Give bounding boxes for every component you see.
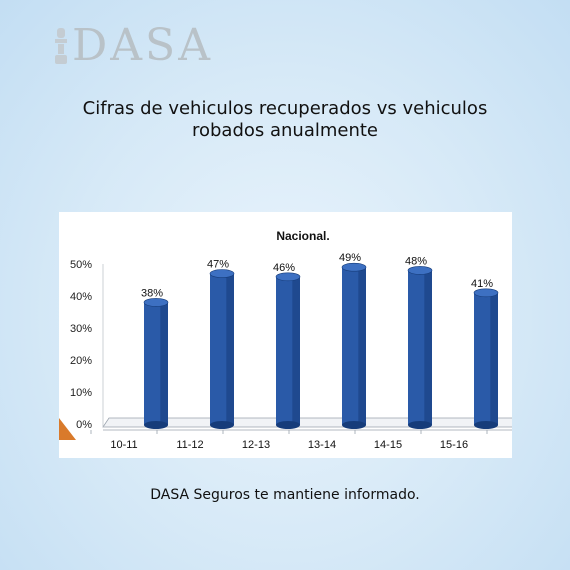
- bar-base: [144, 421, 168, 429]
- bar: [341, 262, 367, 429]
- data-label: 47%: [207, 259, 229, 271]
- logo-text: DASA: [72, 20, 213, 71]
- bar: [275, 272, 301, 429]
- bar: [143, 298, 169, 429]
- data-label: 38%: [141, 287, 163, 299]
- bar-cap: [473, 288, 499, 298]
- bar-chart: Nacional. 0% 10% 20% 30% 40% 50% 38% 10-11 47% 1…: [59, 229, 512, 451]
- bar-base: [276, 421, 300, 429]
- bar-base: [342, 421, 366, 429]
- y-tick-label: 50%: [70, 259, 92, 271]
- x-tick-label: 10-11: [110, 439, 137, 451]
- chart-panel: Nacional. 0% 10% 20% 30% 40% 50% 38% 10-11 47% 1…: [59, 212, 512, 458]
- y-tick-label: 0%: [76, 419, 92, 431]
- bar: [473, 288, 499, 429]
- data-label: 41%: [471, 278, 493, 290]
- y-tick-label: 30%: [70, 323, 92, 335]
- bar-shade: [358, 267, 366, 425]
- data-label: 46%: [273, 262, 295, 274]
- bar-shade: [160, 302, 168, 425]
- bar-base: [474, 421, 498, 429]
- bar-shade: [292, 276, 300, 425]
- bar-cap: [209, 269, 235, 278]
- bar-cap: [407, 266, 433, 275]
- data-label: 49%: [339, 252, 361, 264]
- bar-base: [210, 421, 234, 429]
- data-label: 48%: [405, 255, 427, 267]
- bar-base: [408, 421, 432, 429]
- logo-emblem-icon: [55, 28, 67, 64]
- chart-title: Nacional.: [276, 229, 329, 243]
- bar-cap: [275, 272, 301, 282]
- x-tick-label: 11-12: [176, 439, 203, 451]
- y-tick-label: 40%: [70, 291, 92, 303]
- bar-shade: [226, 273, 234, 425]
- footer-text: DASA Seguros te mantiene informado.: [150, 487, 420, 503]
- corner-accent: [59, 418, 76, 440]
- bar-cap: [143, 298, 169, 307]
- x-tick-label: 13-14: [308, 439, 336, 451]
- x-tick-label: 14-15: [374, 439, 402, 451]
- bar: [209, 269, 235, 429]
- page-title: Cifras de vehiculos recuperados vs vehic…: [82, 98, 488, 141]
- bar-shade: [424, 270, 432, 425]
- dasa-logo: DASA: [54, 20, 213, 71]
- bar-shade: [490, 292, 498, 425]
- x-tick-label: 12-13: [242, 439, 270, 451]
- y-tick-label: 10%: [70, 387, 92, 399]
- bar-cap: [341, 262, 367, 272]
- x-tick-label: 15-16: [440, 439, 468, 451]
- y-tick-label: 20%: [70, 355, 92, 367]
- bar: [407, 266, 433, 429]
